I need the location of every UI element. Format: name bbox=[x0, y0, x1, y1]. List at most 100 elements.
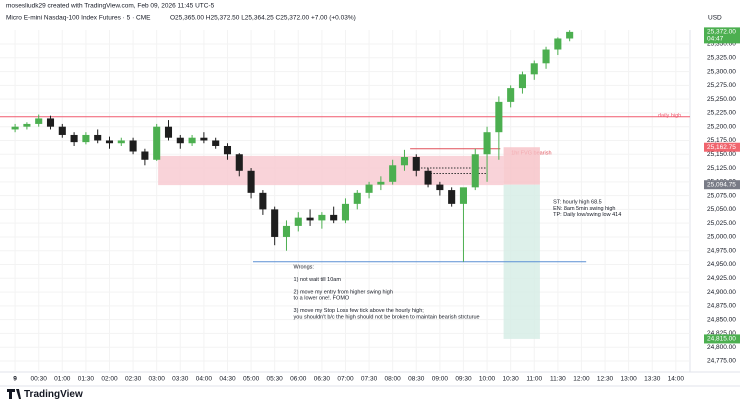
candle-body bbox=[153, 126, 161, 160]
candle-body bbox=[223, 145, 232, 155]
candle-body bbox=[200, 137, 208, 141]
y-tick-label: 24,850.00 bbox=[707, 316, 736, 323]
candle-body bbox=[82, 134, 90, 143]
price-label: 25,162.75 bbox=[707, 144, 736, 151]
note-line: 2) move my entry from higher swing high bbox=[294, 290, 393, 296]
candle-body bbox=[530, 63, 538, 75]
x-tick-label: 10:00 bbox=[479, 376, 496, 383]
logo: TradingView bbox=[7, 389, 83, 400]
y-tick-label: 25,075.00 bbox=[707, 192, 736, 199]
candle-body bbox=[141, 151, 149, 160]
y-tick-label: 24,975.00 bbox=[707, 247, 736, 254]
candle-body bbox=[105, 140, 114, 144]
x-tick-label: 10:30 bbox=[503, 376, 520, 383]
candle-body bbox=[306, 217, 314, 221]
candle-body bbox=[424, 170, 432, 185]
y-tick-label: 25,300.00 bbox=[707, 68, 736, 75]
y-tick-label: 25,000.00 bbox=[707, 234, 736, 241]
candle-body bbox=[23, 123, 31, 127]
x-tick-label: 11:00 bbox=[526, 376, 542, 383]
y-tick-label: 25,225.00 bbox=[707, 110, 736, 117]
price-label-box bbox=[704, 27, 740, 44]
x-tick-label: 07:30 bbox=[361, 376, 378, 383]
symbol: Micro E-mini Nasdaq-100 Index Futures · … bbox=[6, 15, 151, 22]
candle-body bbox=[188, 137, 196, 144]
y-tick-label: 25,150.00 bbox=[707, 151, 736, 158]
candle-body bbox=[459, 187, 468, 204]
candle-body bbox=[400, 157, 409, 166]
x-tick-label: 12:00 bbox=[573, 376, 590, 383]
x-tick-label: 01:00 bbox=[54, 376, 71, 383]
y-tick-label: 24,925.00 bbox=[707, 275, 736, 282]
candle-body bbox=[212, 140, 220, 146]
x-tick-label: 04:00 bbox=[196, 376, 213, 383]
x-tick-label: 11:30 bbox=[550, 376, 566, 383]
candle-body bbox=[471, 154, 479, 188]
ohlc: O25,365.00 H25,372.50 L25,364.25 C25,372… bbox=[170, 15, 356, 22]
price-label-box bbox=[704, 180, 740, 190]
level-label: daily high bbox=[658, 113, 681, 119]
x-tick-label: 02:00 bbox=[101, 376, 118, 383]
candle-body bbox=[353, 192, 361, 204]
candle-body bbox=[554, 38, 562, 50]
price-label: 24,815.00 bbox=[707, 336, 736, 343]
price-label: 25,372.00 bbox=[707, 29, 736, 36]
y-tick-label: 24,875.00 bbox=[707, 303, 736, 310]
x-tick-label: 01:30 bbox=[78, 376, 95, 383]
y-tick-label: 24,800.00 bbox=[707, 344, 736, 351]
candle-body bbox=[294, 217, 302, 226]
zone bbox=[158, 155, 504, 186]
candle-body bbox=[483, 132, 491, 155]
x-tick-label: 14:00 bbox=[668, 376, 685, 383]
y-tick-label: 25,125.00 bbox=[707, 165, 736, 172]
price-label: 25,094.75 bbox=[707, 181, 736, 188]
candle-body bbox=[94, 134, 102, 141]
y-tick-label: 24,825.00 bbox=[707, 330, 736, 337]
x-tick-label: 05:00 bbox=[243, 376, 260, 383]
candle-body bbox=[566, 31, 574, 39]
candle-body bbox=[259, 192, 267, 210]
y-tick-label: 25,250.00 bbox=[707, 96, 736, 103]
y-tick-label: 25,025.00 bbox=[707, 220, 736, 227]
candle-body bbox=[176, 137, 184, 144]
note-line: EN: 8am 5min swing high bbox=[553, 206, 615, 212]
x-tick-label: 09:30 bbox=[455, 376, 472, 383]
candle-body bbox=[495, 101, 503, 133]
candle-body bbox=[58, 126, 66, 135]
candle-body bbox=[35, 118, 43, 124]
candle-body bbox=[11, 126, 19, 130]
x-tick-label: 12:30 bbox=[597, 376, 614, 383]
candle-body bbox=[318, 214, 326, 221]
note-line: TP: Daily low/swing low 414 bbox=[553, 212, 621, 218]
note-line: you shouldn't b/c the high should not be… bbox=[294, 314, 480, 320]
x-tick-label: 08:30 bbox=[408, 376, 425, 383]
currency: USD bbox=[708, 15, 722, 22]
x-tick-label: 06:30 bbox=[314, 376, 331, 383]
x-tick-label: 13:30 bbox=[644, 376, 661, 383]
candle-body bbox=[389, 165, 397, 182]
candle-body bbox=[448, 190, 456, 204]
note-line: 1) not wait till 10am bbox=[294, 277, 342, 283]
candle-body bbox=[365, 184, 373, 193]
candle-body bbox=[235, 154, 243, 171]
candle-body bbox=[436, 184, 444, 191]
candle-body bbox=[518, 74, 526, 89]
candle-body bbox=[117, 140, 125, 144]
candle-body bbox=[164, 126, 173, 138]
y-tick-label: 25,350.00 bbox=[707, 41, 736, 48]
candle-body bbox=[412, 157, 420, 171]
note-line: ST: hourly high 68.5 bbox=[553, 200, 602, 206]
x-tick-label: 07:00 bbox=[337, 376, 354, 383]
zone bbox=[503, 147, 540, 185]
candle-body bbox=[330, 214, 338, 221]
x-tick-label: 03:00 bbox=[149, 376, 166, 383]
candle-body bbox=[377, 181, 385, 185]
price-label-box bbox=[704, 334, 740, 344]
candle-body bbox=[341, 203, 350, 221]
x-tick-label: 02:30 bbox=[125, 376, 142, 383]
y-tick-label: 24,900.00 bbox=[707, 289, 736, 296]
x-tick-label: 08:00 bbox=[385, 376, 402, 383]
y-tick-label: 25,200.00 bbox=[707, 123, 736, 130]
